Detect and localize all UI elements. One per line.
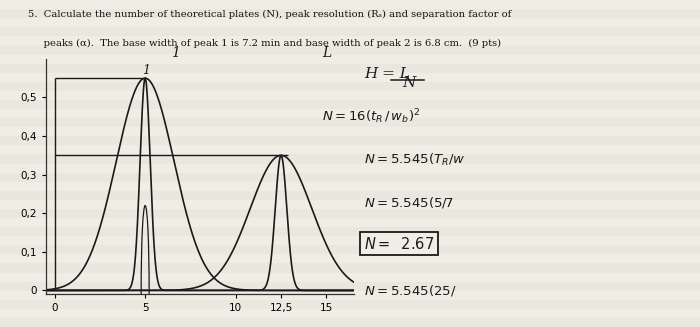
Bar: [0, 9, 700, 18]
Text: $N = 16(t_R\,/\,w_b)^2$: $N = 16(t_R\,/\,w_b)^2$: [322, 107, 420, 126]
Text: $N = 5.545(5/7$: $N = 5.545(5/7$: [364, 195, 454, 210]
Bar: [0, 82, 700, 91]
Bar: [0, 27, 700, 36]
Text: $N = 5.545(T_R/w$: $N = 5.545(T_R/w$: [364, 151, 466, 168]
Text: L: L: [322, 46, 331, 60]
Bar: [0, 209, 700, 218]
Bar: [0, 245, 700, 254]
Bar: [0, 227, 700, 236]
Text: 1: 1: [172, 46, 181, 60]
Bar: [0, 282, 700, 291]
Text: 5.  Calculate the number of theoretical plates (N), peak resolution (Rₛ) and sep: 5. Calculate the number of theoretical p…: [28, 10, 512, 19]
Text: H = L: H = L: [364, 67, 410, 81]
Bar: [0, 100, 700, 109]
Bar: [0, 63, 700, 73]
Bar: [0, 154, 700, 164]
Text: $N = \;\;2.67$: $N = \;\;2.67$: [364, 235, 434, 251]
Bar: [0, 173, 700, 182]
Bar: [0, 45, 700, 55]
Text: N: N: [402, 76, 416, 90]
Bar: [0, 118, 700, 127]
Bar: [0, 318, 700, 327]
Text: $N = 5.545(25/$: $N = 5.545(25/$: [364, 283, 456, 298]
Bar: [0, 300, 700, 309]
Bar: [0, 136, 700, 145]
Text: 1: 1: [142, 64, 150, 77]
Bar: [0, 263, 700, 272]
Bar: [0, 191, 700, 200]
Text: peaks (α).  The base width of peak 1 is 7.2 min and base width of peak 2 is 6.8 : peaks (α). The base width of peak 1 is 7…: [28, 39, 501, 48]
